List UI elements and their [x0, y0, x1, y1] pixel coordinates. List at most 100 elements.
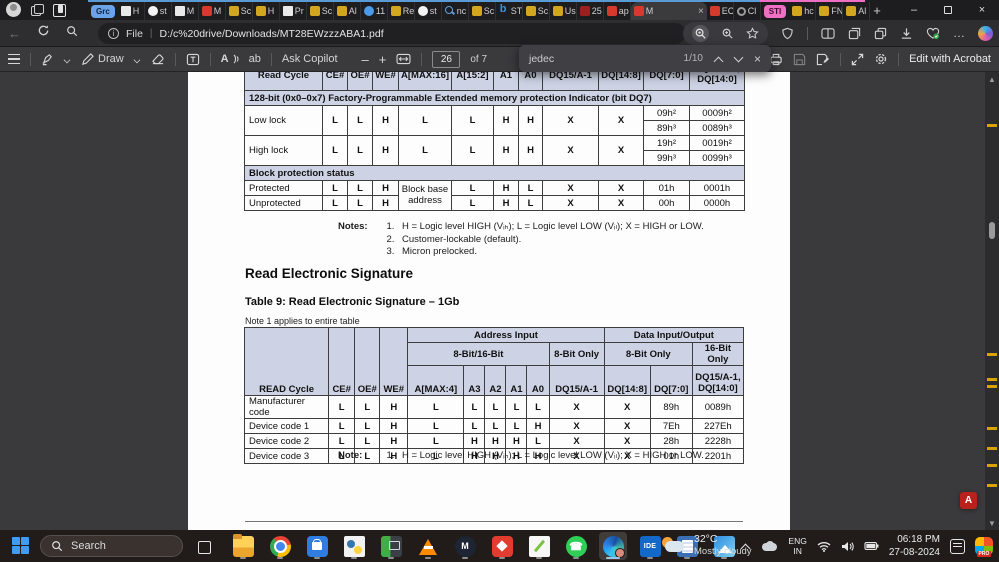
browser-tab[interactable]: Sc	[226, 2, 253, 20]
page-number-input[interactable]: 26	[432, 50, 461, 68]
scroll-up-icon[interactable]: ▲	[988, 74, 996, 84]
taskbar-icon-ms-store[interactable]	[303, 532, 331, 560]
maximize-button[interactable]	[931, 0, 965, 20]
eraser-icon[interactable]	[151, 53, 165, 65]
split-screen-icon[interactable]	[821, 27, 835, 40]
browser-tab[interactable]: Sc	[307, 2, 334, 20]
scrollbar-thumb[interactable]	[989, 222, 995, 239]
browser-tab[interactable]: Sc	[523, 2, 550, 20]
hidden-icons-chevron[interactable]	[741, 542, 750, 551]
fullscreen-icon[interactable]	[851, 53, 864, 66]
taskbar-icon-remote-pc[interactable]	[377, 532, 405, 560]
favorite-star-icon[interactable]	[746, 26, 759, 40]
more-menu-icon[interactable]: …	[953, 26, 965, 40]
zoom-in-button[interactable]: +	[378, 51, 387, 67]
highlighter-icon[interactable]	[41, 53, 54, 66]
onedrive-icon[interactable]	[762, 541, 778, 551]
download-icon[interactable]	[900, 27, 913, 40]
browser-tab[interactable]: st	[145, 2, 172, 20]
browser-tab[interactable]: 25	[577, 2, 604, 20]
browser-tab[interactable]: Re	[388, 2, 415, 20]
save-as-icon[interactable]	[816, 53, 830, 66]
browser-tab[interactable]: M	[172, 2, 199, 20]
browser-tab[interactable]: FN	[816, 2, 844, 20]
layers-icon[interactable]	[874, 27, 887, 40]
refresh-icon[interactable]	[37, 24, 50, 42]
toc-icon[interactable]	[8, 54, 20, 64]
zoom-out-button[interactable]: –	[361, 51, 369, 67]
search-icon[interactable]	[66, 24, 78, 42]
fit-page-icon[interactable]	[186, 53, 200, 66]
read-aloud-icon[interactable]: A	[221, 53, 239, 65]
browser-tab[interactable]: hc	[789, 2, 817, 20]
taskbar-icon-python-file[interactable]	[340, 532, 368, 560]
find-query-input[interactable]: jedec	[529, 52, 555, 65]
browser-tab[interactable]: Us	[550, 2, 577, 20]
taskbar-icon-m-app[interactable]: M	[451, 532, 479, 560]
wifi-icon[interactable]	[817, 541, 831, 552]
browser-tab[interactable]: Sc	[469, 2, 496, 20]
pdf-viewport[interactable]: Read Cycle CE# OE# WE# A[MAX:16] A[15:2] A1…	[0, 72, 999, 530]
copilot-icon[interactable]	[978, 25, 993, 41]
notification-icon[interactable]	[950, 538, 965, 554]
fit-width-icon[interactable]	[396, 53, 411, 65]
vertical-scrollbar[interactable]: ▲ ▼	[985, 72, 999, 530]
taskbar-icon-chrome[interactable]	[266, 532, 294, 560]
taskbar-icon-vlc[interactable]	[414, 532, 442, 560]
save-icon[interactable]	[793, 53, 806, 66]
browser-tab[interactable]: Pr	[280, 2, 307, 20]
weather-widget[interactable]: 32°C Mostly cloudy	[660, 533, 752, 557]
draw-button[interactable]: Draw	[81, 52, 124, 66]
url-field[interactable]: i File | D:/c%20drive/Downloads/MT28EWzz…	[98, 23, 686, 44]
browser-tab[interactable]: EC	[707, 2, 734, 20]
browser-tab[interactable]: Al	[334, 2, 361, 20]
browser-tab[interactable]: Al	[843, 2, 871, 20]
taskbar-icon-red-app[interactable]	[488, 532, 516, 560]
chevron-down-icon[interactable]	[134, 56, 141, 63]
copilot-pro-icon[interactable]: PRO	[975, 537, 993, 557]
chevron-down-icon[interactable]	[64, 56, 71, 63]
settings-gear-icon[interactable]	[874, 52, 888, 66]
taskbar-icon-task-view[interactable]	[192, 532, 220, 560]
page-info-icon[interactable]: i	[108, 28, 119, 39]
browser-tab[interactable]: ap	[604, 2, 631, 20]
taskbar-icon-notepad[interactable]	[525, 532, 553, 560]
tab-group-grc[interactable]: Grc	[91, 4, 115, 18]
browser-tab[interactable]: M	[199, 2, 226, 20]
browser-tab[interactable]: H	[253, 2, 280, 20]
back-icon[interactable]: ←	[8, 25, 21, 41]
shield-icon[interactable]	[781, 27, 794, 40]
find-close-icon[interactable]: ×	[753, 51, 761, 66]
ask-copilot-button[interactable]: Ask Copilot	[281, 53, 338, 65]
collections-icon[interactable]	[848, 27, 861, 40]
tab-stack-icon[interactable]	[31, 3, 44, 16]
browser-tab[interactable]: st	[415, 2, 442, 20]
tab-group-sti[interactable]: STI	[763, 4, 787, 18]
edit-with-acrobat-button[interactable]: Edit with Acrobat	[909, 53, 991, 65]
taskbar-search[interactable]: Search	[40, 535, 183, 557]
minimize-button[interactable]: –	[910, 4, 918, 16]
find-next-icon[interactable]	[734, 54, 743, 63]
browser-tab[interactable]: H	[118, 2, 145, 20]
browser-tab[interactable]: nc	[442, 2, 469, 20]
battery-icon[interactable]	[864, 541, 879, 551]
clock[interactable]: 06:18 PM 27-08-2024	[888, 534, 940, 558]
vertical-tabs-icon[interactable]	[53, 3, 66, 17]
volume-icon[interactable]	[841, 541, 854, 552]
taskbar-icon-edge[interactable]	[599, 532, 627, 560]
browser-tab[interactable]: ST	[496, 2, 523, 20]
new-tab-button[interactable]: +	[873, 2, 881, 18]
scroll-down-icon[interactable]: ▼	[988, 518, 996, 528]
start-button[interactable]	[12, 537, 29, 554]
taskbar-icon-ide[interactable]: IDE	[636, 532, 664, 560]
find-in-page-icon[interactable]	[692, 24, 709, 42]
browser-essentials-icon[interactable]	[926, 27, 940, 40]
text-select-icon[interactable]: ab	[248, 53, 261, 65]
tab-close-icon[interactable]: ×	[697, 5, 704, 17]
close-button[interactable]: ×	[978, 4, 986, 16]
language-indicator[interactable]: ENG IN	[788, 535, 807, 556]
taskbar-icon-whatsapp[interactable]: ☎	[562, 532, 590, 560]
zoom-in-icon[interactable]	[721, 27, 734, 40]
taskbar-icon-file-explorer[interactable]	[229, 532, 257, 560]
taskbar-icon-photos[interactable]	[710, 532, 738, 560]
